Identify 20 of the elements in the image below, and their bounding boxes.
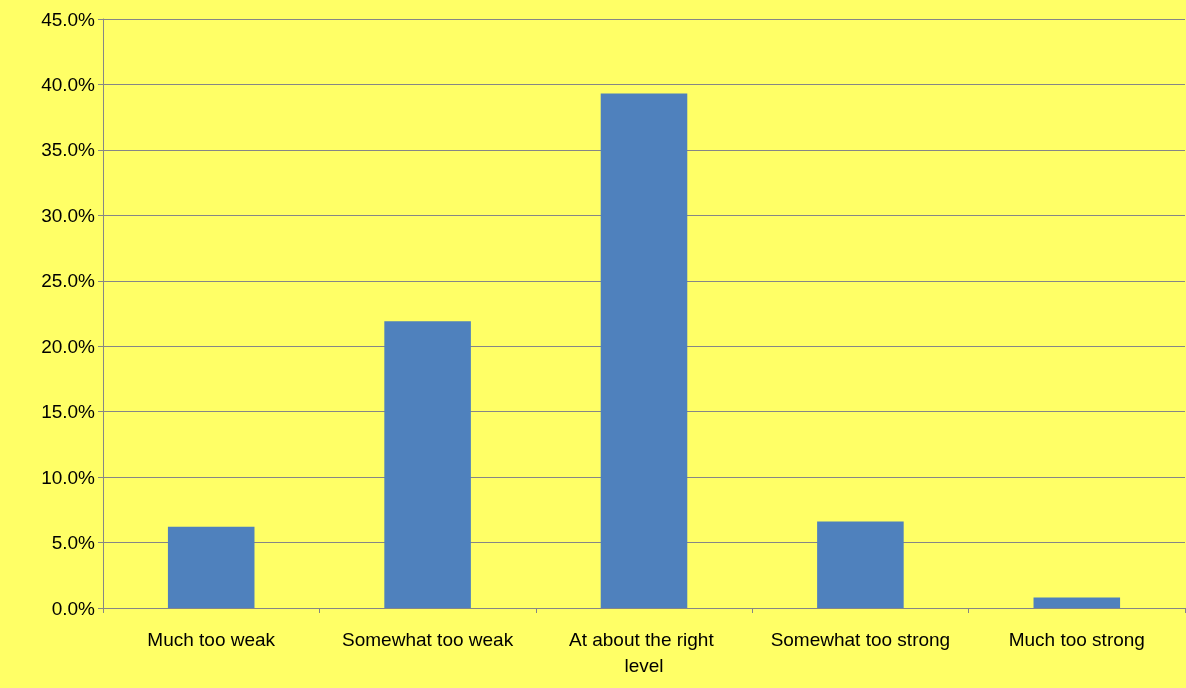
x-tick-label: Somewhat too weak — [342, 628, 514, 650]
x-tick-label: Much too strong — [1008, 628, 1145, 650]
x-tick-label: At about the right level — [569, 628, 719, 676]
y-tick-label: 0.0% — [51, 597, 96, 619]
bar — [384, 321, 471, 608]
y-tick-label: 25.0% — [41, 270, 96, 292]
x-tick-label: Much too weak — [147, 628, 276, 650]
y-tick-label: 10.0% — [41, 466, 96, 488]
y-tick-label: 40.0% — [41, 73, 96, 95]
bar — [1033, 597, 1121, 608]
bar — [600, 93, 688, 608]
bar — [817, 521, 904, 608]
y-tick-label: 30.0% — [41, 204, 96, 226]
y-tick-label: 20.0% — [41, 335, 96, 357]
y-tick-label: 15.0% — [41, 401, 96, 423]
y-tick-label: 35.0% — [41, 139, 96, 161]
y-tick-label: 45.0% — [41, 8, 96, 30]
bar — [167, 526, 255, 608]
x-tick-label: Somewhat too strong — [770, 628, 951, 650]
y-tick-label: 5.0% — [51, 532, 96, 554]
